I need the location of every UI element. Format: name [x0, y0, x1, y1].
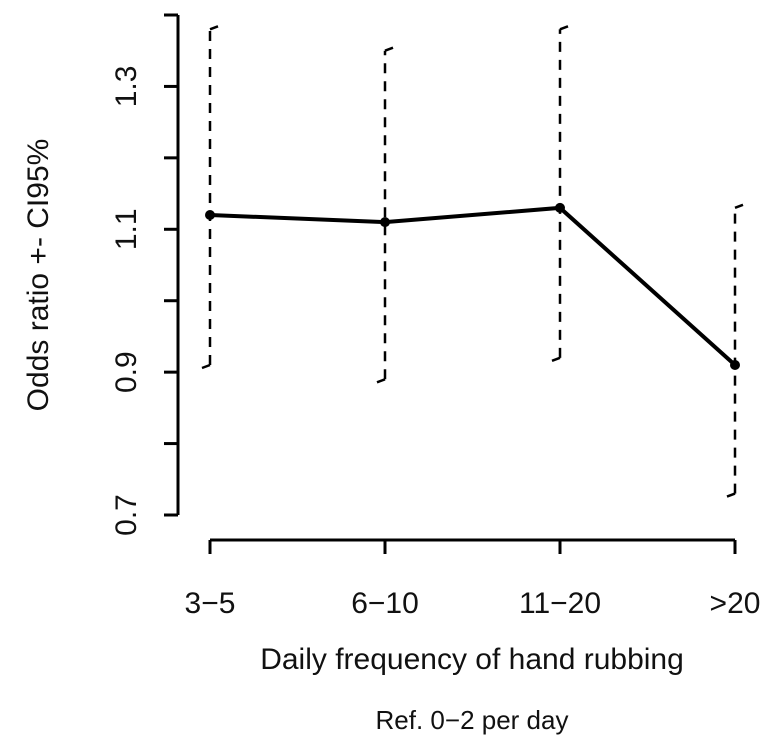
y-axis-label: Odds ratio +- CI95%: [22, 139, 55, 412]
point: [730, 360, 740, 370]
x-axis-label: Daily frequency of hand rubbing: [260, 643, 684, 676]
error-cap: [376, 378, 386, 384]
point: [205, 210, 215, 220]
error-cap: [209, 25, 219, 31]
y-tick-label: 1.1: [110, 208, 143, 250]
y-tick-label: 0.7: [110, 494, 143, 536]
y-tick-label: 0.9: [110, 351, 143, 393]
x-tick-label: >20: [710, 587, 761, 620]
point: [380, 217, 390, 228]
x-tick-label: 6−10: [351, 587, 419, 620]
error-cap: [551, 356, 561, 363]
error-cap: [384, 46, 394, 52]
error-cap: [559, 25, 569, 31]
point: [555, 202, 565, 213]
error-cap: [726, 492, 736, 498]
error-cap: [734, 203, 744, 210]
subtitle: Ref. 0−2 per day: [376, 705, 569, 735]
y-tick-label: 1.3: [110, 66, 143, 108]
x-tick-label: 3−5: [185, 587, 236, 620]
line: [209, 205, 737, 367]
x-tick-label: 11−20: [519, 587, 601, 620]
error-cap: [201, 363, 211, 370]
